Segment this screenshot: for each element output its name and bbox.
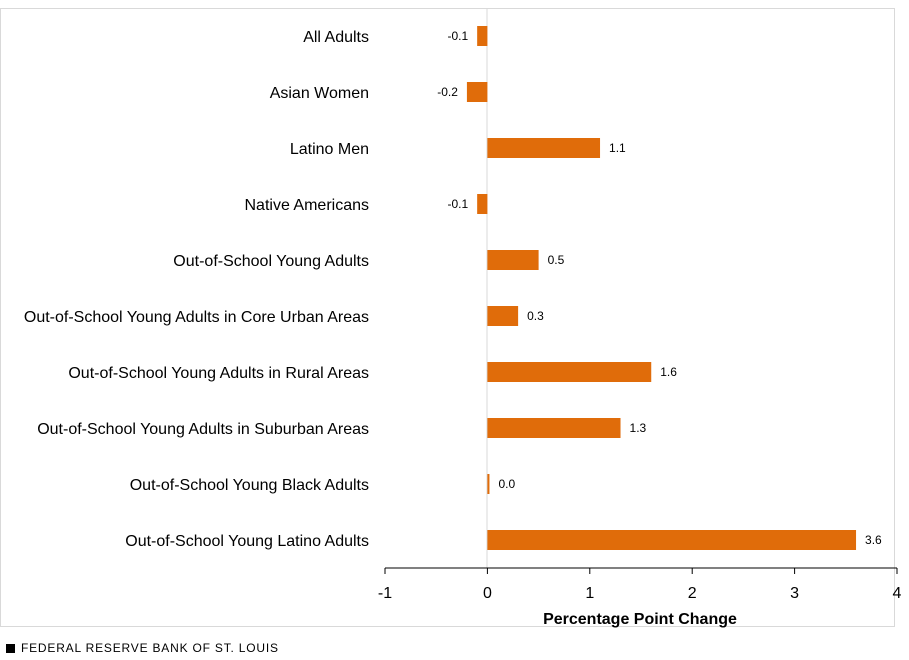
x-tick-label: 0	[483, 585, 492, 602]
footer-source-text: FEDERAL RESERVE BANK OF ST. LOUIS	[21, 641, 279, 655]
category-label: Native Americans	[245, 197, 370, 214]
data-label: 0.3	[527, 309, 544, 323]
footer-square-icon	[6, 643, 15, 653]
bar	[487, 418, 621, 438]
category-label: Out-of-School Young Latino Adults	[125, 533, 369, 550]
category-label: All Adults	[303, 29, 369, 46]
bar	[487, 138, 601, 158]
category-label: Latino Men	[290, 141, 369, 158]
data-label: -0.2	[437, 85, 458, 99]
category-label: Asian Women	[270, 85, 369, 102]
data-label: 1.1	[609, 141, 626, 155]
data-label: 1.6	[660, 365, 677, 379]
bar	[477, 194, 488, 214]
x-tick-label: 1	[585, 585, 594, 602]
footer-source: FEDERAL RESERVE BANK OF ST. LOUIS	[6, 641, 279, 655]
x-tick-label: 4	[893, 585, 902, 602]
x-tick-label: 3	[790, 585, 799, 602]
category-label: Out-of-School Young Adults in Suburban A…	[37, 421, 369, 438]
data-label: 0.5	[548, 253, 565, 267]
data-label: 3.6	[865, 533, 882, 547]
bar	[487, 306, 519, 326]
x-tick-label: 2	[688, 585, 697, 602]
x-tick-label: -1	[378, 585, 392, 602]
bar	[466, 82, 488, 102]
category-label: Out-of-School Young Adults in Rural Area…	[68, 365, 369, 382]
x-axis-title: Percentage Point Change	[543, 611, 737, 628]
bar	[487, 362, 652, 382]
bar	[487, 530, 857, 550]
category-label: Out-of-School Young Black Adults	[130, 477, 369, 494]
category-label: Out-of-School Young Adults	[173, 253, 369, 270]
data-label: -0.1	[447, 29, 468, 43]
category-label: Out-of-School Young Adults in Core Urban…	[24, 309, 369, 326]
data-label: 0.0	[498, 477, 515, 491]
bar	[477, 26, 488, 46]
bar	[487, 474, 490, 494]
x-axis-ticks: -1 0 1 2 3 4	[378, 568, 902, 602]
bars-layer: All Adults -0.1 Asian Women -0.2 Latino Men 1…	[24, 26, 882, 550]
data-label: -0.1	[447, 197, 468, 211]
plot-area-border	[0, 8, 895, 627]
bar	[487, 250, 539, 270]
data-label: 1.3	[630, 421, 647, 435]
